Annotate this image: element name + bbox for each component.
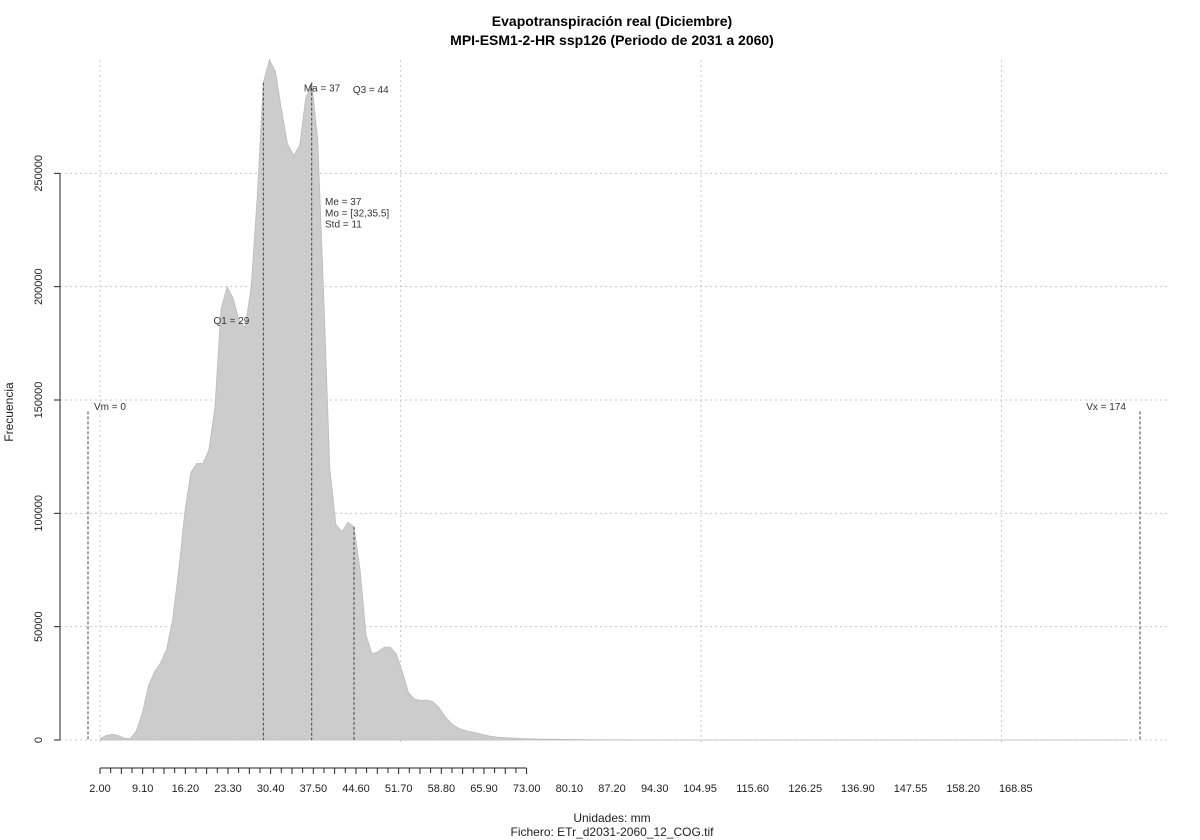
stat-annotation: Mo = [32,35.5] bbox=[325, 208, 389, 219]
x-tick-label: 23.30 bbox=[214, 783, 242, 795]
x-tick-label: 94.30 bbox=[641, 783, 669, 795]
x-axis: 2.00 9.10 16.20 23.30 30.40 37.50 44.60 51.70 58… bbox=[89, 767, 1033, 795]
x-tick-label: 104.95 bbox=[683, 783, 717, 795]
y-tick-label: 100000 bbox=[33, 495, 45, 532]
x-axis-label: Unidades: mm bbox=[573, 811, 650, 825]
x-tick-label: 126.25 bbox=[788, 783, 822, 795]
x-tick-label: 73.00 bbox=[513, 783, 541, 795]
x-tick-label: 115.60 bbox=[736, 783, 769, 795]
x-tick-label: 16.20 bbox=[172, 783, 200, 795]
chart-subtitle: MPI-ESM1-2-HR ssp126 (Periodo de 2031 a … bbox=[450, 32, 774, 48]
y-tick-label: 250000 bbox=[33, 155, 45, 192]
marker-label: Vm = 0 bbox=[94, 402, 126, 413]
source-file-label: Fichero: ETr_d2031-2060_12_COG.tif bbox=[511, 825, 715, 839]
x-tick-label: 147.55 bbox=[894, 783, 928, 795]
x-tick-label: 87.20 bbox=[598, 783, 626, 795]
x-tick-label: 44.60 bbox=[342, 783, 370, 795]
x-tick-label: 2.00 bbox=[89, 783, 110, 795]
marker-layer: Q1 = 29 Vm = 0 Vx = 174 bbox=[87, 82, 1141, 740]
chart-title: Evapotranspiración real (Diciembre) bbox=[492, 13, 732, 29]
marker-label: Q1 = 29 bbox=[213, 316, 249, 327]
density-area bbox=[99, 58, 1128, 741]
x-tick-label: 9.10 bbox=[132, 783, 153, 795]
x-tick-label: 136.90 bbox=[841, 783, 875, 795]
x-tick-label: 80.10 bbox=[556, 783, 584, 795]
y-tick-label: 200000 bbox=[33, 268, 45, 305]
stat-annotation: Q3 = 44 bbox=[353, 85, 389, 96]
y-tick-label: 150000 bbox=[33, 382, 45, 419]
x-tick-label: 51.70 bbox=[385, 783, 413, 795]
x-tick-label: 158.20 bbox=[946, 783, 980, 795]
x-tick-label: 65.90 bbox=[470, 783, 498, 795]
stat-annotation: Me = 37 bbox=[325, 197, 362, 208]
x-tick-label: 168.85 bbox=[999, 783, 1033, 795]
stat-annotation: Std = 11 bbox=[325, 220, 362, 231]
stat-annotation: Ma = 37 bbox=[304, 84, 341, 95]
x-tick-label: 30.40 bbox=[257, 783, 285, 795]
y-tick-label: 50000 bbox=[33, 611, 45, 642]
x-tick-label: 58.80 bbox=[428, 783, 456, 795]
y-axis-label: Frecuencia bbox=[2, 382, 16, 442]
marker-label: Vx = 174 bbox=[1086, 402, 1126, 413]
y-axis: 0 50000 100000 150000 200000 250000 bbox=[33, 155, 61, 743]
x-tick-label: 37.50 bbox=[300, 783, 328, 795]
y-tick-label: 0 bbox=[33, 737, 45, 743]
